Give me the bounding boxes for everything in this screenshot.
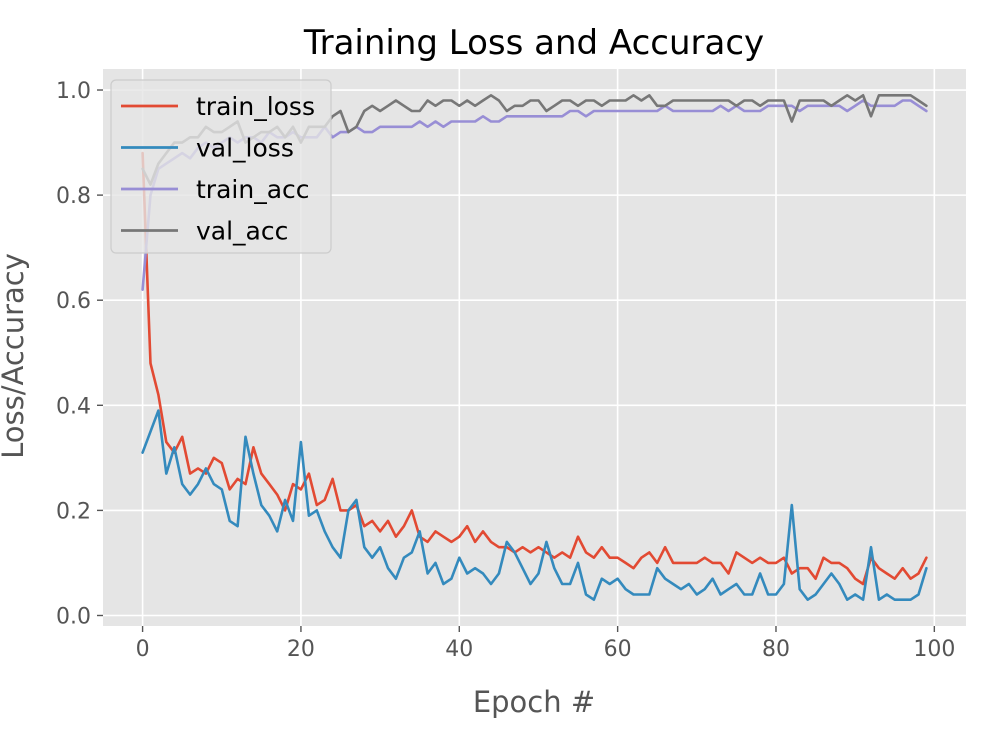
x-axis-ticks: 0 20 40 60 80 100 [136,626,955,662]
y-tick-label: 0.4 [56,394,91,419]
legend-box [110,79,332,254]
chart-title: Training Loss and Accuracy [303,23,764,63]
y-axis-ticks: 0.0 0.2 0.4 0.6 0.8 1.0 [56,79,103,629]
y-tick-label: 0.6 [56,289,91,314]
legend-label-train-loss: train_loss [196,92,315,121]
x-tick-label: 80 [762,637,790,662]
y-tick-label: 1.0 [56,79,91,104]
x-tick-label: 60 [604,637,632,662]
legend: train_loss val_loss train_acc val_acc [110,79,332,254]
x-tick-label: 0 [136,637,150,662]
series-line-val-loss [141,409,928,602]
x-tick-label: 40 [445,637,473,662]
y-axis-label: Loss/Accuracy [0,253,30,459]
series-line-train-loss [141,151,928,586]
legend-label-val-loss: val_loss [196,134,294,163]
legend-label-train-acc: train_acc [196,175,310,204]
y-tick-label: 0.0 [56,604,91,629]
x-axis-label: Epoch # [473,685,595,719]
legend-label-val-acc: val_acc [196,217,288,246]
y-tick-label: 0.8 [56,184,91,209]
grid [103,69,966,626]
y-tick-label: 0.2 [56,499,91,524]
x-tick-label: 20 [287,637,315,662]
x-tick-label: 100 [913,637,955,662]
